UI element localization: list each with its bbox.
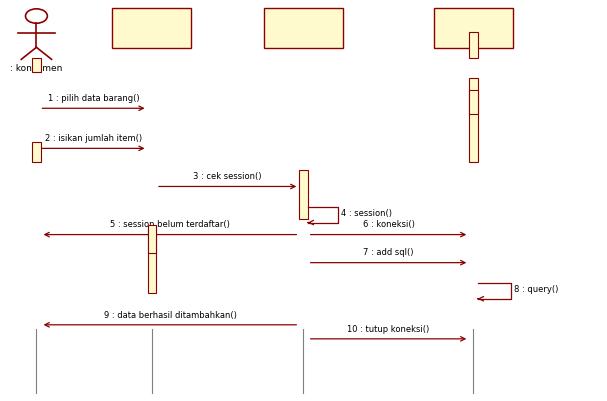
Text: : konsumen: : konsumen — [10, 64, 63, 73]
Bar — [148, 229, 156, 293]
Bar — [264, 8, 343, 48]
Text: <<boundary>>: <<boundary>> — [115, 15, 189, 24]
Text: 4 : session(): 4 : session() — [341, 209, 392, 218]
Bar — [469, 32, 478, 58]
Text: : Form Order: : Form Order — [120, 32, 184, 41]
Bar — [469, 90, 478, 114]
Bar — [148, 225, 156, 253]
Text: : Control: : Control — [282, 32, 325, 41]
Bar — [469, 78, 478, 162]
Bar — [299, 170, 308, 219]
Bar — [32, 58, 41, 72]
Text: 8 : query(): 8 : query() — [514, 286, 558, 294]
Text: 9 : data berhasil ditambahkan(): 9 : data berhasil ditambahkan() — [104, 311, 236, 320]
Text: 3 : cek session(): 3 : cek session() — [194, 172, 262, 181]
Text: : barang, order: : barang, order — [435, 32, 512, 41]
Bar — [32, 142, 41, 162]
Bar — [112, 8, 191, 48]
Text: 2 : isikan jumlah item(): 2 : isikan jumlah item() — [45, 134, 142, 143]
Text: 1 : pilih data barang(): 1 : pilih data barang() — [48, 94, 139, 103]
Text: 6 : koneksi(): 6 : koneksi() — [362, 221, 415, 229]
Text: <<control>>: <<control>> — [273, 15, 334, 24]
Bar — [434, 8, 513, 48]
Text: <<entity>>: <<entity>> — [445, 15, 502, 24]
Text: 10 : tutup koneksi(): 10 : tutup koneksi() — [347, 325, 430, 334]
Text: 5 : session belum terdaftar(): 5 : session belum terdaftar() — [110, 221, 230, 229]
Text: 7 : add sql(): 7 : add sql() — [363, 249, 414, 257]
